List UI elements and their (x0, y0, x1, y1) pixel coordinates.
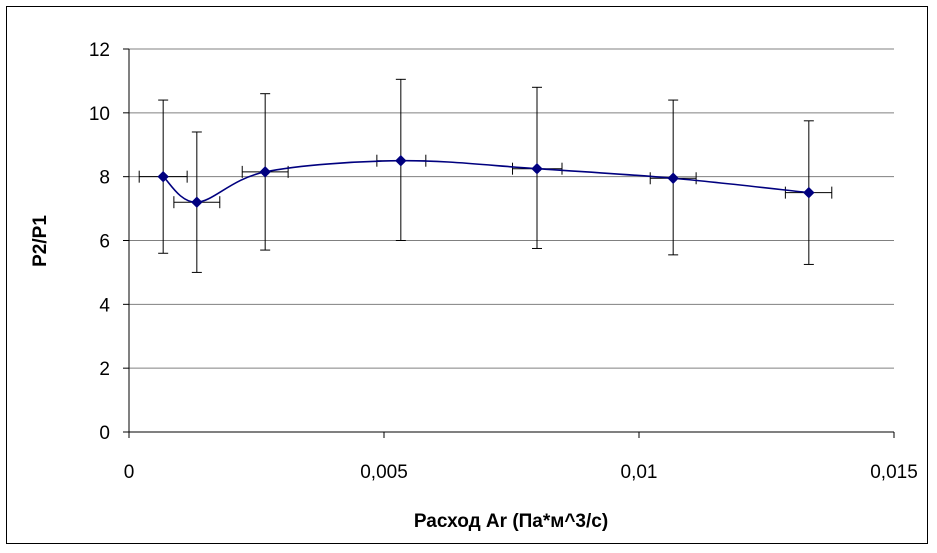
y-tick-label: 4 (99, 295, 110, 316)
error-bars (138, 78, 833, 273)
data-markers (157, 155, 815, 208)
series-line (162, 159, 809, 204)
y-axis-title: P2/P1 (30, 215, 51, 267)
y-tick-label: 0 (99, 423, 110, 444)
y-tick-label: 10 (89, 104, 110, 125)
y-tick-label: 2 (99, 359, 110, 380)
data-point-marker (259, 166, 271, 178)
chart-frame (6, 6, 928, 544)
data-point-marker (667, 172, 679, 184)
axes (123, 48, 895, 438)
x-tick-label: 0,01 (621, 462, 658, 483)
y-tick-label: 6 (99, 232, 110, 253)
data-point-marker (191, 196, 203, 208)
x-axis-title: Расход Ar (Па*м^3/с) (414, 511, 608, 532)
y-tick-label: 8 (99, 168, 110, 189)
data-point-marker (157, 170, 169, 183)
y-tick-label: 12 (89, 40, 110, 61)
data-point-marker (395, 155, 407, 167)
x-tick-label: 0,005 (360, 462, 408, 483)
gridlines (129, 48, 894, 369)
data-point-marker (531, 162, 543, 175)
y-tick-labels: 0 2 4 6 8 10 12 (89, 40, 111, 444)
x-tick-labels: 0 0,005 0,01 0,015 (124, 462, 918, 483)
data-point-marker (803, 186, 815, 199)
x-tick-label: 0 (124, 462, 135, 483)
x-tick-label: 0,015 (870, 462, 918, 483)
